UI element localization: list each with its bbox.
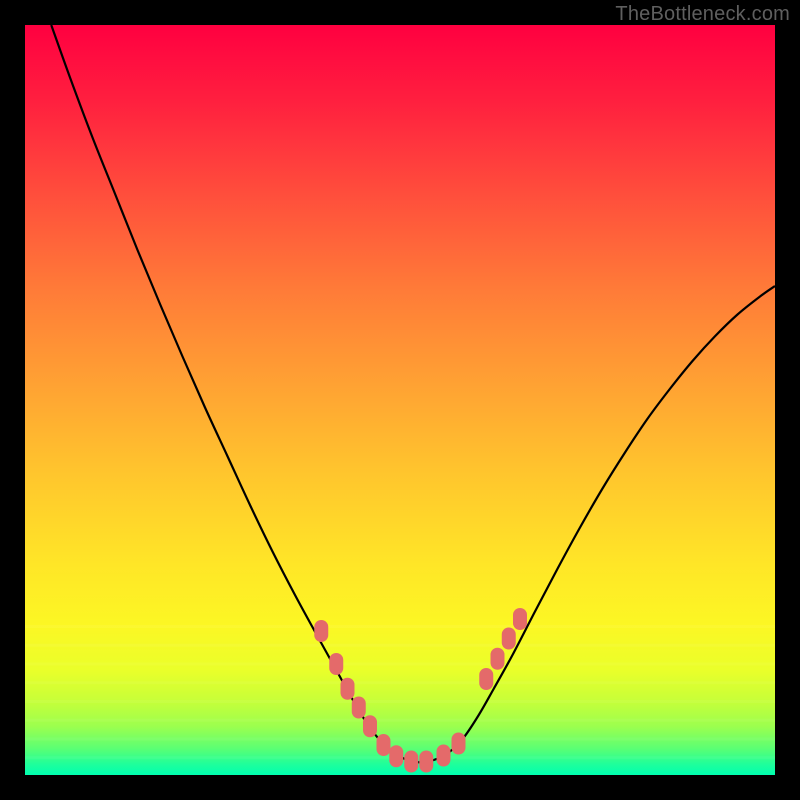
curve-marker	[377, 734, 391, 756]
curve-marker	[389, 745, 403, 767]
curve-marker	[502, 628, 516, 650]
band	[25, 700, 775, 703]
band	[25, 719, 775, 722]
curve-marker	[329, 653, 343, 675]
curve-marker	[363, 715, 377, 737]
curve-marker	[352, 697, 366, 719]
curve-marker	[341, 678, 355, 700]
band	[25, 625, 775, 628]
curve-marker	[419, 751, 433, 773]
band	[25, 738, 775, 741]
band	[25, 681, 775, 684]
band	[25, 644, 775, 647]
curve-marker	[314, 620, 328, 642]
curve-marker	[404, 751, 418, 773]
bottleneck-chart	[0, 0, 800, 800]
band	[25, 663, 775, 666]
curve-marker	[479, 668, 493, 690]
chart-container: TheBottleneck.com	[0, 0, 800, 800]
curve-marker	[513, 608, 527, 630]
curve-marker	[437, 745, 451, 767]
curve-marker	[491, 648, 505, 670]
watermark-text: TheBottleneck.com	[615, 3, 790, 26]
curve-marker	[452, 733, 466, 755]
